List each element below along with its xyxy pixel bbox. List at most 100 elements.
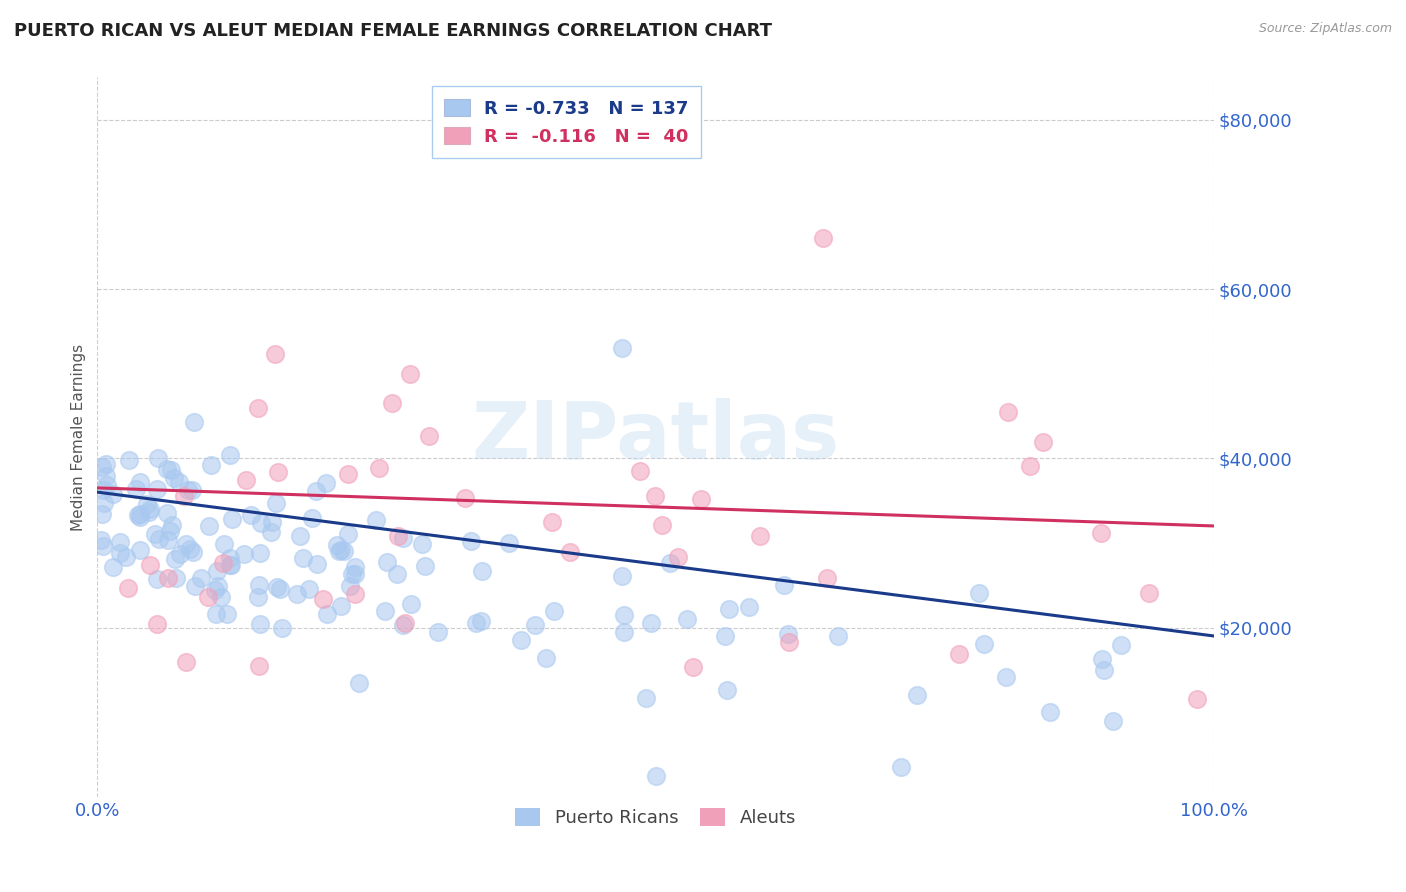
Point	[181, 545, 204, 559]
Point	[127, 508, 149, 523]
Point	[128, 507, 150, 521]
Point	[143, 527, 166, 541]
Point	[219, 449, 242, 463]
Point	[394, 615, 416, 630]
Point	[1091, 652, 1114, 666]
Point	[262, 516, 284, 530]
Point	[174, 537, 197, 551]
Point	[312, 592, 335, 607]
Point	[690, 491, 713, 506]
Text: Source: ZipAtlas.com: Source: ZipAtlas.com	[1258, 22, 1392, 36]
Legend: Puerto Ricans, Aleuts: Puerto Ricans, Aleuts	[508, 801, 803, 835]
Point	[157, 533, 180, 547]
Point	[613, 624, 636, 639]
Point	[815, 571, 838, 585]
Point	[207, 579, 229, 593]
Point	[266, 580, 288, 594]
Point	[129, 509, 152, 524]
Point	[91, 507, 114, 521]
Point	[118, 453, 141, 467]
Point	[212, 537, 235, 551]
Point	[640, 615, 662, 630]
Point	[1102, 714, 1125, 729]
Point	[392, 618, 415, 632]
Point	[197, 518, 219, 533]
Point	[560, 545, 582, 559]
Point	[239, 508, 262, 522]
Point	[90, 533, 112, 548]
Point	[177, 483, 200, 498]
Point	[204, 582, 226, 597]
Point	[163, 551, 186, 566]
Point	[174, 655, 197, 669]
Point	[169, 547, 191, 561]
Point	[96, 478, 118, 492]
Point	[197, 590, 219, 604]
Point	[169, 475, 191, 489]
Point	[157, 570, 180, 584]
Point	[148, 533, 170, 547]
Point	[380, 396, 402, 410]
Point	[110, 534, 132, 549]
Point	[339, 579, 361, 593]
Point	[543, 604, 565, 618]
Point	[179, 541, 201, 556]
Point	[1137, 586, 1160, 600]
Point	[128, 475, 150, 489]
Point	[498, 535, 520, 549]
Point	[94, 457, 117, 471]
Point	[117, 581, 139, 595]
Point	[139, 502, 162, 516]
Point	[298, 582, 321, 596]
Point	[471, 564, 494, 578]
Point	[399, 598, 422, 612]
Point	[138, 504, 160, 518]
Point	[219, 558, 242, 573]
Point	[392, 531, 415, 545]
Point	[738, 599, 761, 614]
Point	[368, 460, 391, 475]
Point	[411, 537, 433, 551]
Point	[644, 769, 666, 783]
Point	[330, 542, 353, 557]
Point	[91, 460, 114, 475]
Point	[340, 566, 363, 581]
Point	[387, 566, 409, 581]
Point	[267, 465, 290, 479]
Point	[811, 231, 834, 245]
Point	[329, 599, 352, 614]
Text: PUERTO RICAN VS ALEUT MEDIAN FEMALE EARNINGS CORRELATION CHART: PUERTO RICAN VS ALEUT MEDIAN FEMALE EARN…	[14, 22, 772, 40]
Point	[146, 482, 169, 496]
Point	[994, 670, 1017, 684]
Point	[221, 511, 243, 525]
Point	[905, 688, 928, 702]
Point	[316, 607, 339, 621]
Point	[146, 451, 169, 466]
Point	[249, 616, 271, 631]
Point	[973, 637, 995, 651]
Point	[160, 463, 183, 477]
Point	[264, 496, 287, 510]
Point	[344, 559, 367, 574]
Point	[610, 569, 633, 583]
Point	[205, 607, 228, 622]
Point	[644, 489, 666, 503]
Y-axis label: Median Female Earnings: Median Female Earnings	[72, 343, 86, 531]
Point	[156, 506, 179, 520]
Point	[1039, 705, 1062, 719]
Point	[246, 401, 269, 415]
Point	[387, 529, 409, 543]
Point	[827, 629, 849, 643]
Point	[249, 578, 271, 592]
Point	[159, 524, 181, 538]
Point	[454, 491, 477, 506]
Point	[249, 546, 271, 560]
Point	[427, 624, 450, 639]
Point	[135, 497, 157, 511]
Point	[613, 608, 636, 623]
Point	[534, 651, 557, 665]
Point	[336, 527, 359, 541]
Point	[91, 483, 114, 498]
Point	[156, 461, 179, 475]
Point	[890, 760, 912, 774]
